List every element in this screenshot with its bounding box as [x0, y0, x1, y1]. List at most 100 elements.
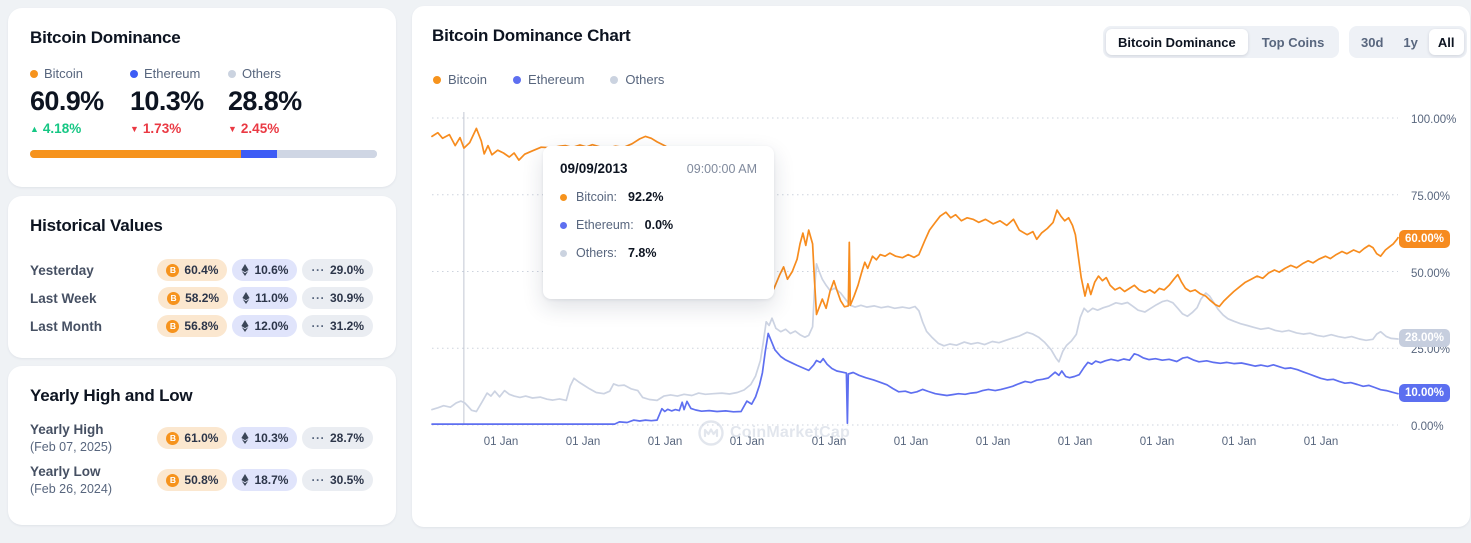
bitcoin-label: Bitcoin: [44, 66, 84, 81]
current-value-badge: 28.00%: [1399, 328, 1451, 347]
row-label: Last Week: [30, 290, 97, 306]
yearly-low-row: Yearly Low (Feb 26, 2024) B 50.8% 18.7% ·…: [30, 464, 373, 496]
others-dots-icon: ···: [311, 473, 325, 487]
x-axis-label: 01 Jan: [647, 436, 683, 448]
yearly-high-label: Yearly High: [30, 422, 104, 437]
ethereum-coin-icon: [241, 474, 250, 486]
series-ethereum-line: [431, 332, 1399, 425]
x-axis-label: 01 Jan: [811, 436, 847, 448]
bitcoin-change: ▲ 4.18%: [30, 121, 82, 136]
progress-segment-bitcoin: [30, 150, 242, 158]
x-axis-label: 01 Jan: [975, 436, 1011, 448]
eth-value-pill: 10.6%: [232, 259, 298, 281]
others-dots-icon: ···: [311, 319, 325, 333]
historical-row-last-month: Last Month B 56.8% 12.0% ··· 31.2%: [30, 312, 373, 340]
tooltip-row-bitcoin: Bitcoin: 92.2%: [560, 190, 757, 204]
progress-segment-others: [277, 150, 377, 158]
bitcoin-coin-icon: B: [166, 319, 180, 333]
x-axis-label: 01 Jan: [1057, 436, 1093, 448]
ethereum-coin-icon: [241, 432, 250, 444]
progress-segment-ethereum: [241, 150, 278, 158]
historical-row-yesterday: Yesterday B 60.4% 10.6% ··· 29.0%: [30, 256, 373, 284]
bitcoin-coin-icon: B: [167, 291, 181, 305]
yearly-high-low-card: Yearly High and Low Yearly High (Feb 07,…: [8, 366, 396, 525]
y-axis-label: 100.00%: [1411, 114, 1457, 126]
others-value-pill: ··· 30.9%: [302, 287, 373, 309]
historical-values-card: Historical Values Yesterday B 60.4% 10.6%…: [8, 196, 396, 358]
chart-legend: Bitcoin Ethereum Others: [433, 72, 664, 87]
ethereum-label: Ethereum: [144, 66, 201, 81]
row-label: Yesterday: [30, 262, 94, 278]
btc-value-pill: B 60.4%: [157, 259, 228, 281]
ethereum-change: ▼ 1.73%: [130, 121, 182, 136]
x-axis-label: 01 Jan: [1303, 436, 1339, 448]
btc-value-pill: B 61.0%: [157, 427, 228, 449]
ethereum-dot-icon: [513, 75, 522, 84]
others-value-pill: ··· 28.7%: [302, 427, 373, 449]
view-toggle-group: Bitcoin Dominance Top Coins: [1103, 26, 1340, 58]
tab-top-coins[interactable]: Top Coins: [1261, 34, 1325, 50]
others-dominance-value: 28.8%: [228, 86, 302, 116]
up-arrow-icon: ▲: [30, 123, 39, 134]
ethereum-dominance-value: 10.3%: [130, 86, 204, 116]
range-1y-button[interactable]: 1y: [1403, 34, 1418, 50]
others-value-pill: ··· 31.2%: [302, 315, 373, 337]
tooltip-row-others: Others: 7.8%: [560, 246, 757, 260]
range-30d-button[interactable]: 30d: [1361, 34, 1384, 50]
historical-row-last-week: Last Week B 58.2% 11.0% ··· 30.9%: [30, 284, 373, 312]
x-axis-label: 01 Jan: [483, 436, 519, 448]
dominance-stats: Bitcoin 60.9% ▲ 4.18% Ethereum 10.3% ▼ 1.7…: [30, 66, 348, 136]
btc-value-pill: B 56.8%: [157, 315, 228, 337]
dominance-col-ethereum: Ethereum 10.3% ▼ 1.73%: [130, 66, 228, 136]
y-axis-label: 75.00%: [1411, 190, 1451, 203]
tooltip-date: 09/09/2013: [560, 161, 628, 176]
y-axis-label: 25.00%: [1411, 344, 1451, 357]
current-value-badge: 60.00%: [1399, 230, 1451, 249]
tab-bitcoin-dominance[interactable]: Bitcoin Dominance: [1106, 29, 1248, 55]
x-axis-label: 01 Jan: [1221, 436, 1257, 448]
bitcoin-dot-icon: [560, 193, 567, 201]
dominance-chart-card: Bitcoin Dominance Chart Bitcoin Ethereum…: [412, 6, 1470, 527]
bitcoin-dominance-value: 60.9%: [30, 86, 104, 116]
bitcoin-coin-icon: B: [166, 431, 180, 445]
down-arrow-icon: ▼: [228, 123, 237, 134]
range-all-button[interactable]: All: [1428, 29, 1464, 55]
others-value-pill: ··· 29.0%: [302, 259, 373, 281]
x-axis-label: 01 Jan: [565, 436, 601, 448]
ethereum-coin-icon: [242, 292, 250, 304]
others-dot-icon: [610, 75, 619, 84]
ethereum-dot-icon: [560, 221, 567, 229]
yearly-low-label: Yearly Low: [30, 464, 101, 479]
others-dots-icon: ···: [311, 291, 325, 305]
others-label: Others: [242, 66, 282, 81]
yearly-card-title: Yearly High and Low: [30, 386, 193, 405]
legend-item-others[interactable]: Others: [610, 72, 664, 87]
yearly-low-date: (Feb 26, 2024): [30, 482, 112, 496]
bitcoin-dot-icon: [433, 75, 441, 84]
x-axis-label: 01 Jan: [1139, 436, 1175, 448]
chart-plot-area[interactable]: CoinMarketCap 01 Jan 01 Jan 01 Jan 01 Jan 01…: [430, 106, 1468, 481]
row-label: Last Month: [30, 318, 102, 334]
tooltip-time: 09:00:00 AM: [686, 162, 757, 176]
y-axis-label: 50.00%: [1411, 267, 1451, 280]
ethereum-coin-icon: [241, 264, 250, 276]
others-dots-icon: ···: [311, 263, 325, 277]
yearly-high-row: Yearly High (Feb 07, 2025) B 61.0% 10.3% …: [30, 422, 373, 454]
chart-title: Bitcoin Dominance Chart: [432, 26, 631, 45]
legend-item-ethereum[interactable]: Ethereum: [513, 72, 584, 87]
others-dot-icon: [560, 249, 567, 257]
legend-item-bitcoin[interactable]: Bitcoin: [433, 72, 487, 87]
current-value-badge: 10.00%: [1399, 383, 1451, 402]
bitcoin-dot-icon: [30, 69, 38, 78]
others-dots-icon: ···: [311, 431, 325, 445]
coinmarketcap-logo-icon: [698, 420, 724, 446]
range-toggle-group: 30d 1y All: [1349, 26, 1467, 58]
dominance-col-others: Others 28.8% ▼ 2.45%: [228, 66, 348, 136]
others-change: ▼ 2.45%: [228, 121, 280, 136]
x-axis-label: 01 Jan: [893, 436, 929, 448]
chart-tooltip: 09/09/2013 09:00:00 AM Bitcoin: 92.2% Et…: [543, 146, 774, 299]
eth-value-pill: 11.0%: [233, 287, 298, 309]
bitcoin-coin-icon: B: [166, 473, 180, 487]
others-value-pill: ··· 30.5%: [302, 469, 373, 491]
others-dot-icon: [228, 69, 236, 78]
